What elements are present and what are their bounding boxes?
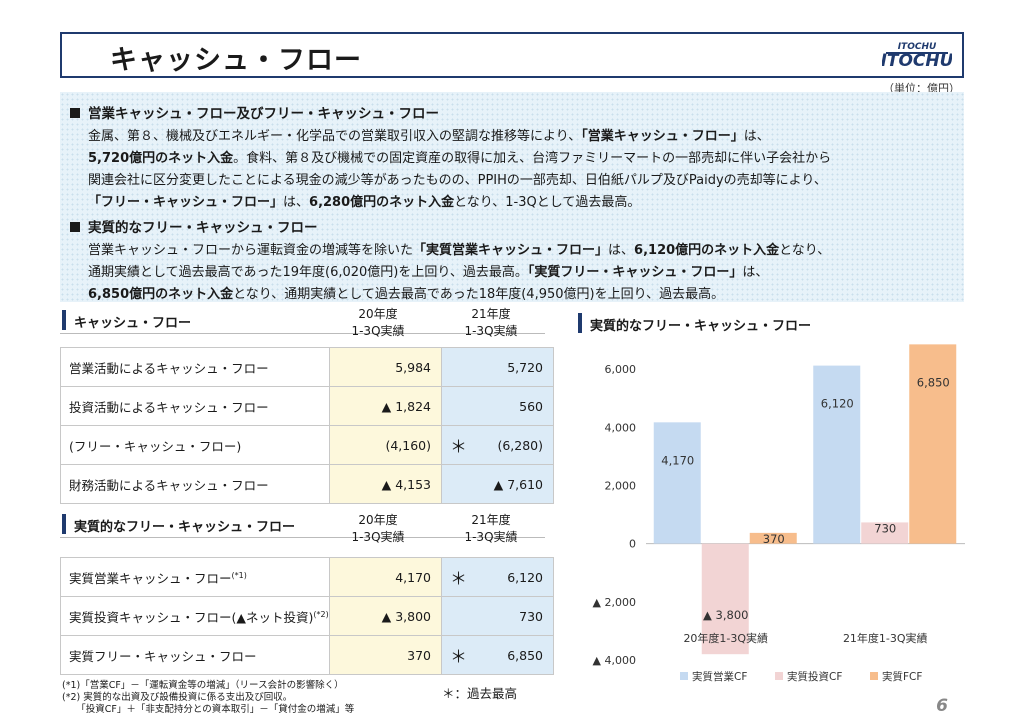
y-tick-label: 4,000 xyxy=(605,421,637,434)
data-label: 6,120 xyxy=(821,397,854,411)
table2-col-21: 21年度 1-3Q実績 xyxy=(464,513,518,544)
summary-box: 営業キャッシュ・フロー及びフリー・キャッシュ・フロー 金属、第８、機械及びエネル… xyxy=(60,92,964,302)
table1-title-bar xyxy=(62,310,66,330)
table-row: 実質投資キャッシュ・フロー(▲ネット投資)(*2) ▲ 3,800 730 xyxy=(60,596,554,636)
summary-p1-line3: 関連会社に区分変更したことによる現金の減少等があったものの、PPIHの一部売却、… xyxy=(88,173,827,188)
logo-main-text: ITOCHU xyxy=(882,51,952,71)
summary-p2-line3: 6,850億円のネット入金となり、通期実績として過去最高であった18年度(4,9… xyxy=(88,287,725,302)
footnote-3: 「投資CF」＋「非支配持分との資本取引」－「貸付金の増減」等 xyxy=(62,704,355,715)
y-tick-label: ▲ 4,000 xyxy=(593,654,636,667)
summary-p1-line4: 「フリー・キャッシュ・フロー」は、6,280億円のネット入金となり、1-3Qとし… xyxy=(88,195,641,210)
table1-col-21: 21年度 1-3Q実績 xyxy=(464,307,518,338)
value-21: ＊ 6,850 xyxy=(441,635,554,675)
table2-title-bar xyxy=(62,514,66,534)
data-label: ▲ 3,800 xyxy=(703,608,748,622)
value-21: ＊ (6,280) xyxy=(441,425,554,465)
title-box: キャッシュ・フロー ITOCHU ITOCHU xyxy=(60,32,964,78)
table-row: 営業活動によるキャッシュ・フロー 5,984 5,720 xyxy=(60,347,554,387)
real-fcf-table: 実質営業キャッシュ・フロー(*1) 4,170 ＊ 6,120 実質投資キャッシュ… xyxy=(60,557,554,675)
chart-title: 実質的なフリー・キャッシュ・フロー xyxy=(590,319,812,334)
itochu-logo: ITOCHU ITOCHU xyxy=(882,42,952,71)
table1-title: キャッシュ・フロー xyxy=(74,316,192,331)
value-21: ＊ 6,120 xyxy=(441,557,554,597)
y-tick-label: 0 xyxy=(629,538,636,551)
bar xyxy=(861,522,909,544)
table-row: 実質営業キャッシュ・フロー(*1) 4,170 ＊ 6,120 xyxy=(60,557,554,597)
summary-heading-2: 実質的なフリー・キャッシュ・フロー xyxy=(70,216,318,236)
x-category-label: 21年度1-3Q実績 xyxy=(843,631,928,645)
table-row: 実質フリー・キャッシュ・フロー 370 ＊ 6,850 xyxy=(60,635,554,675)
page-title: キャッシュ・フロー xyxy=(110,45,362,76)
data-label: 370 xyxy=(763,532,785,546)
logo-top-text: ITOCHU xyxy=(898,42,937,52)
row-label: 実質営業キャッシュ・フロー(*1) xyxy=(60,557,330,597)
legend-label: 実質FCF xyxy=(882,670,922,683)
data-label: 6,850 xyxy=(917,375,950,389)
chart-title-bar xyxy=(578,313,582,333)
value-21: 5,720 xyxy=(441,347,554,387)
record-star: ＊ xyxy=(450,647,467,668)
table-row: 財務活動によるキャッシュ・フロー ▲ 4,153 ▲ 7,610 xyxy=(60,464,554,504)
value-20: ▲ 3,800 xyxy=(329,596,442,636)
legend-swatch xyxy=(775,672,783,680)
legend-swatch xyxy=(680,672,688,680)
table-row: (フリー・キャッシュ・フロー) (4,160) ＊ (6,280) xyxy=(60,425,554,465)
summary-p2-line1: 営業キャッシュ・フローから運転資金の増減等を除いた「実質営業キャッシュ・フロー」… xyxy=(88,243,831,258)
value-20: 4,170 xyxy=(329,557,442,597)
data-label: 4,170 xyxy=(661,453,694,467)
summary-p1-line2: 5,720億円のネット入金。食料、第８及び機械での固定資産の取得に加え、台湾ファ… xyxy=(88,151,832,166)
row-label: 財務活動によるキャッシュ・フロー xyxy=(60,464,330,504)
value-21: ▲ 7,610 xyxy=(441,464,554,504)
summary-heading-1: 営業キャッシュ・フロー及びフリー・キャッシュ・フロー xyxy=(70,102,439,122)
bar xyxy=(909,344,957,544)
table2-title: 実質的なフリー・キャッシュ・フロー xyxy=(74,520,296,535)
row-label: 実質フリー・キャッシュ・フロー xyxy=(60,635,330,675)
real-fcf-chart: 6,000 4,000 2,000 0 ▲ 2,000 ▲ 4,000 4,170 ▲ 3,8… xyxy=(593,344,965,683)
cash-flow-table: 営業活動によるキャッシュ・フロー 5,984 5,720 投資活動によるキャッシ… xyxy=(60,347,554,504)
record-star: ＊ xyxy=(450,437,467,458)
value-20: ▲ 4,153 xyxy=(329,464,442,504)
value-20: 370 xyxy=(329,635,442,675)
bar xyxy=(653,422,701,544)
data-label: 730 xyxy=(874,521,896,535)
row-label: 投資活動によるキャッシュ・フロー xyxy=(60,386,330,426)
row-label: 実質投資キャッシュ・フロー(▲ネット投資)(*2) xyxy=(60,596,330,636)
value-21: 730 xyxy=(441,596,554,636)
table2-title-line xyxy=(60,537,545,538)
table2-col-20: 20年度 1-3Q実績 xyxy=(351,513,405,544)
bar xyxy=(749,532,797,544)
unit-label: （単位：億円） xyxy=(883,82,960,95)
value-21: 560 xyxy=(441,386,554,426)
table1-col-20: 20年度 1-3Q実績 xyxy=(351,307,405,338)
page-number: 6 xyxy=(936,696,948,716)
y-tick-label: 2,000 xyxy=(605,479,637,492)
bar xyxy=(813,365,861,544)
summary-p2-line2: 通期実績として過去最高であった19年度(6,020億円)を上回り、過去最高。「実… xyxy=(88,265,769,280)
legend-swatch xyxy=(870,672,878,680)
table-row: 投資活動によるキャッシュ・フロー ▲ 1,824 560 xyxy=(60,386,554,426)
row-label: 営業活動によるキャッシュ・フロー xyxy=(60,347,330,387)
footnote-2: (*2) 実質的な出資及び設備投資に係る支出及び回収。 xyxy=(62,692,293,703)
value-20: 5,984 xyxy=(329,347,442,387)
row-label: (フリー・キャッシュ・フロー) xyxy=(60,425,330,465)
bar xyxy=(701,543,749,655)
footnote-1: (*1)「営業CF」－「運転資金等の増減」（リース会計の影響除く） xyxy=(62,680,344,691)
value-20: ▲ 1,824 xyxy=(329,386,442,426)
value-20: (4,160) xyxy=(329,425,442,465)
y-tick-label: 6,000 xyxy=(605,363,637,376)
legend-label: 実質営業CF xyxy=(692,670,747,683)
summary-p1-line1: 金属、第８、機械及びエネルギー・化学品での営業取引収入の堅調な推移等により、「営… xyxy=(88,129,770,144)
record-star: ＊ xyxy=(450,569,467,590)
record-high-legend: ＊：過去最高 xyxy=(442,686,518,701)
legend-label: 実質投資CF xyxy=(787,670,842,683)
x-category-label: 20年度1-3Q実績 xyxy=(683,631,768,645)
y-tick-label: ▲ 2,000 xyxy=(593,596,636,609)
table1-title-line xyxy=(60,333,545,334)
